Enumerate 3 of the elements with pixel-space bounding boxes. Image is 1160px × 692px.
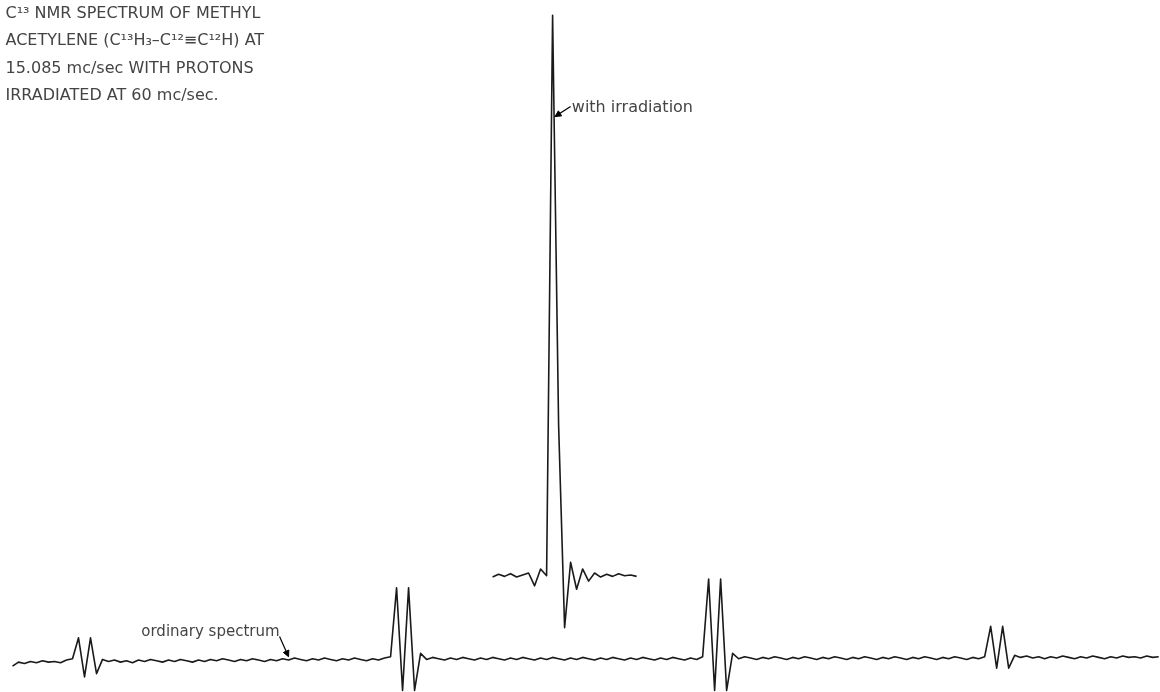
- text: C¹³ NMR SPECTRUM OF METHYL ACETYLENE (C¹³H₃–C¹²≡C¹²H) AT 15.085 mc/sec WITH PROTONS IRRADIATED AT 60 mc/sec.: [5, 2, 265, 105]
- series-label: with irradiation: [571, 96, 694, 116]
- series-label: ordinary spectrum: [141, 621, 280, 640]
